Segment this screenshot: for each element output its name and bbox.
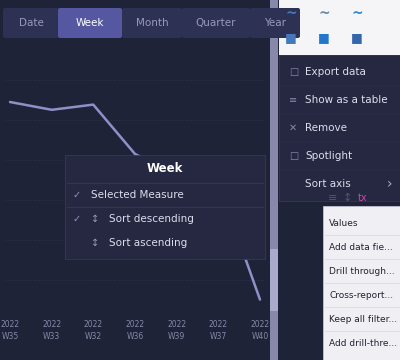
Text: Add data fie...: Add data fie... [329,243,393,252]
Text: Values: Values [329,219,358,228]
Text: tx: tx [358,193,368,203]
Text: ≡: ≡ [328,193,337,203]
Text: Week: Week [147,162,183,175]
Text: W37: W37 [210,332,227,341]
FancyBboxPatch shape [122,8,182,38]
Bar [323,206,400,360]
Text: Keep all filter...: Keep all filter... [329,315,397,324]
Text: ↕: ↕ [91,214,99,224]
FancyBboxPatch shape [3,8,59,38]
Text: W36: W36 [126,332,144,341]
Text: ~: ~ [285,7,297,21]
Bar [279,0,400,55]
Text: Remove: Remove [305,123,347,133]
Text: Month: Month [136,18,168,28]
Text: W33: W33 [43,332,60,341]
Text: □: □ [289,67,298,77]
Text: Spotlight: Spotlight [305,151,352,161]
Text: Show as a table: Show as a table [305,95,388,105]
Text: 2022: 2022 [126,320,144,329]
FancyBboxPatch shape [58,8,122,38]
Text: ↕: ↕ [343,193,352,203]
Text: W39: W39 [168,332,185,341]
Text: Sort ascending: Sort ascending [109,238,187,248]
Text: Export data: Export data [305,67,366,77]
Text: W32: W32 [85,332,102,341]
Text: Drill through...: Drill through... [329,266,395,275]
Text: ✕: ✕ [289,123,297,133]
Text: W40: W40 [251,332,269,341]
Text: 2022: 2022 [250,320,270,329]
Bar [279,55,400,201]
Text: 2022: 2022 [84,320,103,329]
Text: 2022: 2022 [167,320,186,329]
Text: ■: ■ [318,31,330,45]
Text: ✓: ✓ [73,214,81,224]
Text: □: □ [289,151,298,161]
FancyBboxPatch shape [270,249,278,311]
Text: Date: Date [18,18,44,28]
Text: ~: ~ [351,7,363,21]
Bar [270,0,278,360]
Bar [0,0,270,360]
Text: ↕: ↕ [91,238,99,248]
Text: 2022: 2022 [0,320,20,329]
Text: Year: Year [264,18,286,28]
Text: ≡: ≡ [289,95,297,105]
Text: 2022: 2022 [42,320,61,329]
Text: Quarter: Quarter [196,18,236,28]
Text: Cross-report...: Cross-report... [329,291,393,300]
Text: Sort descending: Sort descending [109,214,194,224]
Text: ~: ~ [318,7,330,21]
Bar [65,155,265,259]
Text: Sort axis: Sort axis [305,179,351,189]
Text: Week: Week [76,18,104,28]
Text: ✓: ✓ [73,190,81,200]
Text: 2022: 2022 [209,320,228,329]
FancyBboxPatch shape [250,8,300,38]
Text: Selected Measure: Selected Measure [91,190,184,200]
Text: ■: ■ [285,31,297,45]
Text: W35: W35 [1,332,19,341]
FancyBboxPatch shape [182,8,250,38]
Text: ■: ■ [351,31,363,45]
Text: ›: › [386,177,392,191]
Text: Add drill-thre...: Add drill-thre... [329,338,397,347]
